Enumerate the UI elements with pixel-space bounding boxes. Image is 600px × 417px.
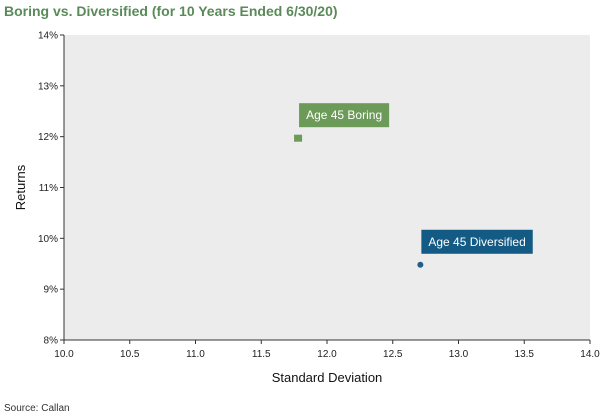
- point-age-45-diversified: [417, 261, 424, 268]
- x-tick-label: 10.0: [54, 349, 74, 360]
- x-tick-label: 12.5: [383, 349, 403, 360]
- y-axis-label: Returns: [13, 164, 28, 210]
- point-age-45-boring: [294, 134, 303, 142]
- label-age-45-diversified: Age 45 Diversified: [421, 229, 533, 254]
- x-tick-label: 11.0: [186, 349, 205, 360]
- label-box: [421, 229, 533, 254]
- x-tick-label: 14.0: [580, 349, 600, 360]
- plot-area: [64, 35, 590, 340]
- y-tick-label: 8%: [44, 336, 59, 347]
- x-tick-label: 11.5: [252, 349, 271, 360]
- x-axis-label: Standard Deviation: [272, 370, 383, 385]
- y-tick-label: 11%: [39, 183, 58, 194]
- y-tick-label: 9%: [44, 285, 59, 296]
- y-tick-label: 10%: [38, 234, 58, 245]
- point-label: Age 45 Boring: [306, 108, 382, 122]
- data-marks: Age 45 Boring Age 45 Diversified: [294, 103, 533, 268]
- x-tick-label: 13.0: [449, 349, 469, 360]
- x-tick-label: 10.5: [120, 349, 140, 360]
- axes: 10.0 10.5 11.0 11.5 12.0 12.5 13.0 13.5 14.0 8% 9%…: [38, 31, 600, 361]
- y-tick-label: 13%: [38, 81, 58, 92]
- label-box: [299, 103, 390, 128]
- x-tick-label: 12.0: [317, 349, 337, 360]
- source-note: Source: Callan: [4, 403, 70, 414]
- point-label: Age 45 Diversified: [428, 235, 525, 249]
- label-age-45-boring: Age 45 Boring: [299, 103, 390, 128]
- chart-title: Boring vs. Diversified (for 10 Years End…: [4, 3, 338, 19]
- y-tick-label: 12%: [38, 132, 58, 143]
- x-tick-label: 13.5: [515, 349, 535, 360]
- y-tick-label: 14%: [38, 31, 58, 42]
